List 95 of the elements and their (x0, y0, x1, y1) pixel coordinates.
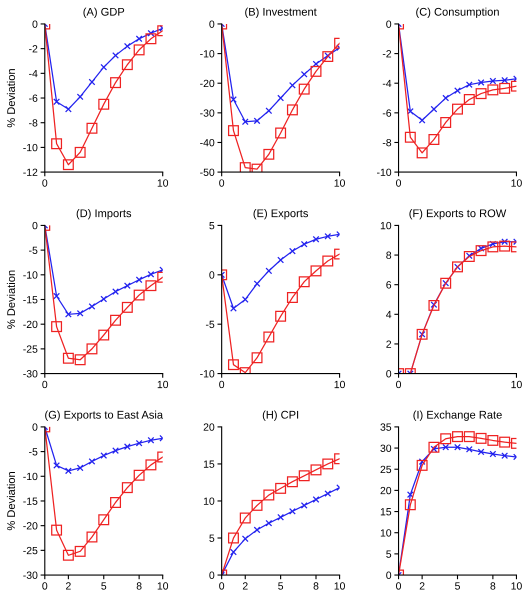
y-tick-label: -50 (200, 168, 214, 176)
y-tick-label: 8 (386, 252, 392, 259)
x-tick-label: 0 (396, 380, 402, 388)
y-tick-label: 10 (380, 529, 392, 537)
y-tick-label: -10 (23, 144, 38, 152)
y-tick-label: -5 (206, 320, 214, 328)
y-tick-label: -2 (29, 45, 38, 52)
y-tick-label: -10 (200, 370, 214, 378)
x-tick-label: 0 (219, 582, 224, 590)
chart-title: (B) Investment (245, 8, 317, 18)
y-tick-label: 20 (204, 423, 214, 431)
x-tick-label: 10 (334, 179, 345, 187)
y-tick-label: 2 (386, 340, 392, 348)
x-tick-label: 2 (66, 582, 71, 590)
x-tick-label: 5 (278, 582, 284, 590)
y-tick-label: -25 (23, 546, 38, 554)
x-tick-label: 10 (334, 582, 345, 590)
y-axis-title: % Deviation (6, 270, 16, 329)
y-tick-label: 0 (386, 572, 392, 579)
y-tick-label: -20 (23, 522, 38, 530)
y-tick-label: 15 (204, 460, 214, 468)
y-tick-label: -8 (382, 138, 392, 146)
y-tick-label: -15 (23, 296, 38, 304)
x-tick-label: 10 (511, 179, 522, 187)
x-tick-label: 0 (396, 582, 402, 590)
x-tick-label: 10 (158, 380, 168, 388)
y-tick-label: -4 (29, 70, 38, 78)
y-tick-label: -20 (200, 80, 214, 88)
y-tick-label: 0 (209, 271, 214, 279)
x-tick-label: 10 (334, 380, 345, 388)
y-tick-label: -30 (23, 572, 38, 579)
x-tick-label: 0 (42, 380, 48, 388)
y-tick-label: 35 (380, 423, 392, 431)
x-tick-label: 0 (396, 179, 402, 187)
x-tick-label: 10 (511, 582, 522, 590)
chart-title: (C) Consumption (416, 8, 499, 18)
y-tick-label: 10 (380, 222, 392, 230)
x-tick-label: 0 (219, 179, 224, 187)
x-tick-label: 8 (136, 582, 142, 590)
y-tick-label: 0 (32, 423, 38, 431)
chart-title: (D) Imports (76, 209, 132, 220)
x-tick-label: 0 (42, 179, 48, 187)
x-tick-label: 8 (490, 582, 496, 590)
y-tick-label: 15 (380, 508, 392, 516)
y-tick-label: 0 (209, 572, 214, 579)
y-tick-label: 6 (386, 281, 392, 289)
x-tick-label: 2 (242, 582, 248, 590)
y-tick-label: -15 (23, 498, 38, 505)
y-tick-label: 0 (386, 370, 392, 378)
y-tick-label: 0 (209, 20, 214, 28)
y-tick-label: 4 (386, 310, 392, 318)
chart-title: (I) Exchange Rate (413, 410, 502, 421)
y-tick-label: -20 (23, 320, 38, 328)
y-tick-label: -5 (29, 448, 38, 456)
y-tick-label: 5 (386, 550, 392, 558)
y-tick-label: 10 (204, 497, 214, 505)
y-tick-label: 0 (32, 222, 38, 230)
chart-title: (H) CPI (262, 410, 298, 421)
x-tick-label: 5 (455, 582, 460, 590)
chart-title: (F) Exports to ROW (409, 209, 506, 220)
y-tick-label: -10 (23, 472, 38, 480)
x-tick-label: 10 (158, 582, 168, 590)
x-tick-label: 0 (219, 380, 224, 388)
x-tick-label: 2 (420, 582, 424, 590)
y-tick-label: 30 (380, 444, 392, 452)
y-tick-label: -30 (23, 370, 38, 378)
y-tick-label: -10 (377, 168, 392, 176)
y-tick-label: -2 (382, 50, 392, 58)
chart-title: (G) Exports to East Asia (45, 410, 164, 421)
y-tick-label: -30 (200, 109, 214, 117)
y-tick-label: 25 (380, 466, 392, 474)
y-tick-label: -8 (29, 119, 38, 127)
y-tick-label: -6 (29, 94, 38, 102)
x-tick-label: 10 (511, 380, 522, 388)
x-tick-label: 0 (42, 582, 48, 590)
y-tick-label: 0 (32, 20, 38, 28)
y-tick-label: 5 (209, 534, 214, 542)
chart-title: (A) GDP (83, 8, 124, 18)
x-tick-label: 5 (101, 582, 106, 590)
y-axis-title: % Deviation (6, 69, 16, 128)
x-tick-label: 10 (158, 179, 168, 187)
y-axis-title: % Deviation (6, 472, 16, 530)
x-tick-label: 8 (314, 582, 318, 590)
y-tick-label: 20 (380, 486, 392, 494)
y-tick-label: -6 (382, 109, 392, 117)
y-tick-label: -10 (23, 271, 38, 279)
y-tick-label: -12 (23, 168, 38, 176)
y-tick-label: -10 (200, 50, 214, 58)
y-tick-label: -25 (23, 345, 38, 353)
y-tick-label: -5 (29, 246, 38, 254)
y-tick-label: 0 (386, 20, 392, 28)
y-tick-label: 5 (209, 222, 214, 230)
y-tick-label: -40 (200, 138, 214, 146)
y-tick-label: -4 (382, 80, 392, 87)
chart-title: (E) Exports (254, 209, 308, 220)
